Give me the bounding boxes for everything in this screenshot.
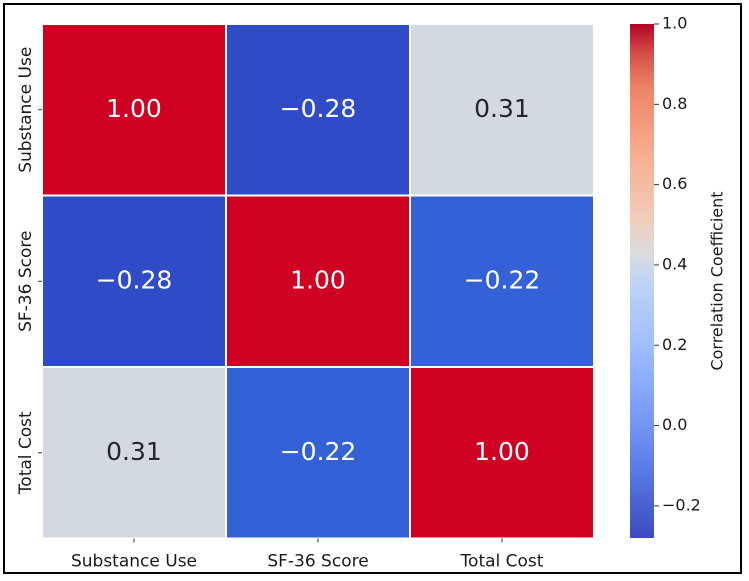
heatmap-cell-label-r1-c2: −0.22 xyxy=(464,265,541,294)
heatmap-cell-label-r2-c1: −0.22 xyxy=(280,437,357,466)
colorbar-gradient xyxy=(630,24,654,538)
colorbar: 1.0 0.8 0.6 0.4 0.2 0.0 −0.2 Correlation Coeff… xyxy=(630,14,727,538)
colorbar-tick-label: −0.2 xyxy=(662,495,701,514)
colorbar-title: Correlation Coefficient xyxy=(708,191,727,370)
colorbar-tick-label: 0.8 xyxy=(662,94,687,113)
heatmap-cell-r0-c0 xyxy=(41,23,227,197)
heatmap-cell-label-r2-c0: 0.31 xyxy=(106,437,162,466)
colorbar-tick-label: 1.0 xyxy=(662,14,687,33)
y-axis: Substance Use SF-36 Score Total Cost xyxy=(16,47,42,495)
heatmap-cell-label-r1-c1: 1.00 xyxy=(290,265,346,294)
heatmap-cell-label-r2-c2: 1.00 xyxy=(474,437,530,466)
x-tick-label: SF-36 Score xyxy=(267,552,368,572)
colorbar-tick-label: 0.0 xyxy=(662,415,687,434)
colorbar-tick-label: 0.4 xyxy=(662,254,687,273)
heatmap-cells xyxy=(41,23,595,540)
heatmap-cell-r2-c2 xyxy=(409,366,595,540)
y-tick-label: Total Cost xyxy=(16,411,36,495)
heatmap-cell-r0-c1 xyxy=(225,23,411,197)
x-tick-label: Total Cost xyxy=(460,552,544,572)
colorbar-tick-label: 0.6 xyxy=(662,174,687,193)
heatmap-cell-r1-c0 xyxy=(41,194,227,368)
heatmap-cell-r1-c1 xyxy=(225,194,411,368)
heatmap-cell-labels: 1.00 −0.28 0.31 −0.28 1.00 −0.22 0.31 −0.22 1.00 xyxy=(96,94,541,466)
y-tick-label: Substance Use xyxy=(16,47,36,173)
x-tick-label: Substance Use xyxy=(71,552,197,572)
heatmap-cell-label-r0-c0: 1.00 xyxy=(106,94,162,123)
y-tick-label: SF-36 Score xyxy=(16,231,36,332)
colorbar-ticks: 1.0 0.8 0.6 0.4 0.2 0.0 −0.2 xyxy=(654,14,701,514)
heatmap-cell-r0-c2 xyxy=(409,23,595,197)
heatmap-cell-label-r0-c2: 0.31 xyxy=(474,94,530,123)
colorbar-tick-label: 0.2 xyxy=(662,335,687,354)
x-axis: Substance Use SF-36 Score Total Cost xyxy=(71,538,544,572)
heatmap-cell-label-r1-c0: −0.28 xyxy=(96,265,173,294)
heatmap-cell-label-r0-c1: −0.28 xyxy=(280,94,357,123)
